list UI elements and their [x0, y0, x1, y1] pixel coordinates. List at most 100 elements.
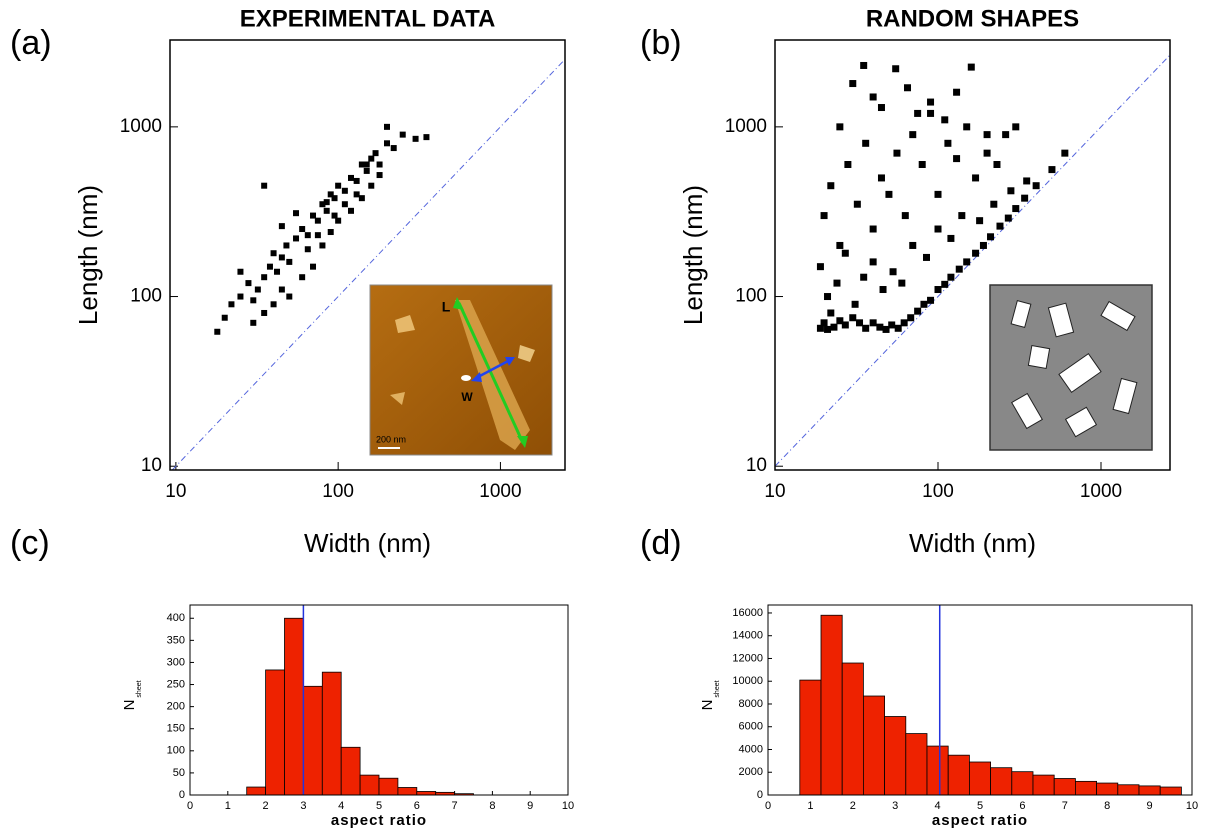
- scatter-point: [827, 182, 835, 190]
- y-tick-label: 200: [167, 701, 185, 713]
- histogram-bar: [884, 716, 907, 796]
- panel-label: (a): [10, 24, 52, 62]
- scatter-point: [319, 242, 326, 249]
- scatter-point: [893, 149, 901, 157]
- y-tick-label: 250: [167, 678, 185, 690]
- scatter-point: [816, 324, 824, 332]
- scatter-point: [849, 314, 857, 322]
- y-tick-label: 0: [757, 789, 763, 801]
- inset-label: 200 nm: [376, 434, 406, 444]
- x-tick-label: 5: [376, 800, 382, 812]
- scatter-point: [319, 201, 326, 208]
- scatter-point: [327, 229, 334, 236]
- histogram-bar: [1117, 784, 1140, 796]
- scatter-point: [934, 286, 942, 294]
- y-tick-label: 350: [167, 634, 185, 646]
- scatter-point: [376, 172, 383, 179]
- plot-frame: [169, 39, 566, 471]
- scatter-point: [250, 319, 257, 326]
- scatter-point: [976, 217, 984, 225]
- x-tick-label: 10: [764, 481, 785, 502]
- scatter-point: [261, 274, 268, 281]
- scatter-point: [1012, 205, 1020, 213]
- scatter-point: [335, 217, 342, 224]
- inset-label: L: [442, 299, 451, 315]
- scatter-point: [934, 190, 942, 198]
- y-tick-label: 10: [746, 455, 767, 476]
- scatter-point: [293, 235, 300, 242]
- scatter-point: [879, 286, 887, 294]
- scatter-point: [353, 177, 360, 184]
- scatter-point: [944, 139, 952, 147]
- scatter-point: [358, 195, 365, 202]
- y-axis-label-sub: sheet: [136, 680, 143, 697]
- scatter-point: [286, 293, 293, 300]
- y-tick-label: 14000: [732, 630, 763, 642]
- scatter-point: [1032, 182, 1040, 190]
- panel-label: (d): [640, 524, 682, 562]
- scatter-point: [972, 249, 980, 257]
- scatter-point: [310, 212, 317, 219]
- scatter-point: [383, 123, 390, 130]
- y-tick-label: 6000: [739, 721, 763, 733]
- scatter-point: [836, 123, 844, 131]
- scatter-point: [963, 258, 971, 266]
- x-tick-label: 7: [1062, 800, 1068, 812]
- scatter-point: [990, 200, 998, 208]
- chart-title: EXPERIMENTAL DATA: [240, 5, 496, 32]
- x-tick-label: 100: [322, 481, 354, 502]
- x-tick-label: 100: [922, 481, 954, 502]
- scatter-point: [836, 317, 844, 325]
- histogram-bar: [321, 671, 342, 796]
- y-tick-label: 100: [735, 286, 767, 307]
- scatter-point: [1004, 214, 1012, 222]
- scatter-point: [270, 301, 277, 308]
- histogram-bar: [926, 745, 949, 796]
- scatter-point: [918, 161, 926, 169]
- y-axis-label: N: [699, 700, 716, 711]
- histogram-bar: [863, 695, 886, 796]
- panel: (d) 0 1 2 3 4 5 6 7 8 9 10 0 2000 4000 6000 8000 10000 120…: [640, 524, 1198, 829]
- histogram-bar: [799, 679, 822, 796]
- scatter-point: [983, 131, 991, 139]
- histogram-bar: [246, 786, 266, 796]
- y-tick-label: 12000: [732, 652, 763, 664]
- x-axis-label: Width (nm): [304, 528, 431, 558]
- scatter-point: [996, 222, 1004, 230]
- histogram-bar: [820, 614, 843, 796]
- scatter-point: [862, 324, 870, 332]
- scatter-point: [841, 321, 849, 329]
- scatter-point: [894, 324, 902, 332]
- scatter-point: [824, 293, 832, 301]
- scatter-point: [914, 307, 922, 315]
- scatter-point: [237, 268, 244, 275]
- scatter-point: [331, 195, 338, 202]
- scatter-point: [862, 139, 870, 147]
- scatter-point: [927, 296, 935, 304]
- y-tick-label: 2000: [739, 766, 763, 778]
- scatter-point: [270, 250, 277, 257]
- x-tick-label: 10: [165, 481, 186, 502]
- scatter-point: [376, 161, 383, 168]
- plot-frame: [774, 39, 1171, 471]
- scatter-point: [314, 217, 321, 224]
- histogram-bar: [1096, 782, 1119, 796]
- histogram-bar: [1075, 780, 1098, 796]
- histogram-bar: [302, 685, 323, 796]
- y-tick-label: 1000: [725, 116, 767, 137]
- scatter-point: [245, 280, 252, 287]
- plot-frame: [767, 604, 1193, 796]
- y-tick-label: 150: [167, 723, 185, 735]
- inset-label: W: [461, 390, 473, 404]
- scatter-point: [353, 191, 360, 198]
- chart-title: RANDOM SHAPES: [866, 5, 1079, 32]
- scatter-point: [927, 109, 935, 117]
- histogram-bar: [284, 617, 304, 796]
- scatter-point: [323, 199, 330, 206]
- scatter-point: [844, 161, 852, 169]
- scatter-point: [423, 134, 430, 141]
- histogram-bar: [378, 777, 399, 796]
- scatter-point: [314, 232, 321, 239]
- scatter-point: [254, 286, 261, 293]
- scatter-point: [335, 182, 342, 189]
